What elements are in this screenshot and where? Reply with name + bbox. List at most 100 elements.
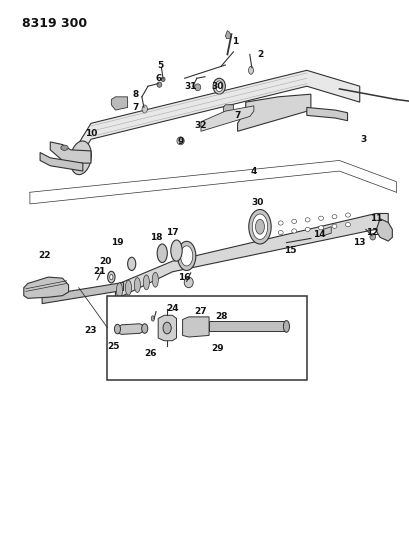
Ellipse shape bbox=[171, 240, 182, 261]
Ellipse shape bbox=[215, 81, 222, 92]
Ellipse shape bbox=[283, 320, 289, 332]
Ellipse shape bbox=[157, 244, 167, 263]
Text: 22: 22 bbox=[38, 252, 50, 261]
Ellipse shape bbox=[194, 84, 200, 91]
Polygon shape bbox=[74, 70, 359, 166]
Text: 28: 28 bbox=[214, 312, 227, 321]
Text: 29: 29 bbox=[210, 344, 223, 353]
Polygon shape bbox=[182, 317, 209, 337]
Ellipse shape bbox=[116, 283, 122, 298]
Text: 27: 27 bbox=[194, 307, 207, 316]
Text: 26: 26 bbox=[144, 350, 156, 359]
Ellipse shape bbox=[264, 232, 269, 236]
Ellipse shape bbox=[114, 324, 120, 334]
Ellipse shape bbox=[264, 222, 269, 227]
Text: 30: 30 bbox=[211, 82, 223, 91]
Ellipse shape bbox=[151, 316, 154, 321]
Ellipse shape bbox=[213, 78, 225, 94]
Ellipse shape bbox=[157, 82, 162, 87]
Ellipse shape bbox=[255, 219, 264, 234]
Ellipse shape bbox=[180, 246, 192, 266]
Text: 21: 21 bbox=[93, 268, 105, 276]
Polygon shape bbox=[223, 105, 233, 117]
Ellipse shape bbox=[110, 274, 113, 280]
Polygon shape bbox=[111, 97, 127, 110]
Text: 16: 16 bbox=[178, 272, 191, 281]
Text: 20: 20 bbox=[99, 257, 111, 265]
Ellipse shape bbox=[252, 214, 267, 239]
Text: 19: 19 bbox=[111, 238, 124, 247]
Ellipse shape bbox=[304, 217, 309, 222]
Text: 24: 24 bbox=[166, 304, 178, 313]
Ellipse shape bbox=[345, 222, 350, 227]
Ellipse shape bbox=[152, 272, 158, 287]
Text: 2: 2 bbox=[256, 50, 263, 59]
Polygon shape bbox=[42, 282, 123, 304]
Ellipse shape bbox=[178, 139, 182, 143]
Polygon shape bbox=[117, 324, 144, 334]
Polygon shape bbox=[50, 142, 91, 163]
Text: 14: 14 bbox=[312, 230, 324, 239]
Text: 7: 7 bbox=[234, 111, 240, 120]
Ellipse shape bbox=[278, 230, 283, 235]
Text: 9: 9 bbox=[177, 138, 183, 147]
Ellipse shape bbox=[278, 221, 283, 225]
Ellipse shape bbox=[318, 225, 323, 230]
Text: 25: 25 bbox=[107, 342, 119, 351]
Ellipse shape bbox=[331, 224, 336, 228]
Ellipse shape bbox=[251, 224, 256, 228]
Text: 10: 10 bbox=[85, 130, 97, 139]
Ellipse shape bbox=[291, 229, 296, 233]
Ellipse shape bbox=[184, 277, 193, 288]
Ellipse shape bbox=[70, 141, 91, 175]
Bar bbox=[107, 296, 306, 381]
Ellipse shape bbox=[176, 137, 184, 145]
Text: 15: 15 bbox=[283, 246, 296, 255]
Ellipse shape bbox=[251, 233, 256, 238]
Text: 3: 3 bbox=[360, 135, 366, 144]
Text: 18: 18 bbox=[150, 233, 162, 242]
Text: 6: 6 bbox=[155, 74, 161, 83]
Text: 1: 1 bbox=[232, 37, 238, 46]
Text: 8: 8 bbox=[133, 90, 139, 99]
Polygon shape bbox=[237, 94, 310, 131]
Text: 30: 30 bbox=[251, 198, 263, 207]
Text: 4: 4 bbox=[250, 166, 256, 175]
Ellipse shape bbox=[143, 275, 149, 290]
Ellipse shape bbox=[127, 257, 135, 270]
Polygon shape bbox=[225, 30, 231, 38]
Text: 13: 13 bbox=[353, 238, 365, 247]
Polygon shape bbox=[200, 106, 253, 131]
Ellipse shape bbox=[304, 227, 309, 231]
Ellipse shape bbox=[291, 219, 296, 223]
Ellipse shape bbox=[142, 324, 147, 333]
Ellipse shape bbox=[134, 278, 140, 293]
Polygon shape bbox=[322, 227, 330, 236]
Ellipse shape bbox=[331, 215, 336, 219]
Ellipse shape bbox=[369, 233, 375, 240]
Polygon shape bbox=[40, 152, 83, 171]
Text: 12: 12 bbox=[365, 228, 377, 237]
Ellipse shape bbox=[318, 216, 323, 220]
Text: 17: 17 bbox=[166, 228, 178, 237]
Polygon shape bbox=[375, 219, 391, 241]
Ellipse shape bbox=[161, 77, 165, 82]
Ellipse shape bbox=[61, 145, 68, 150]
Polygon shape bbox=[158, 316, 176, 341]
Text: 7: 7 bbox=[132, 103, 139, 112]
Ellipse shape bbox=[108, 271, 115, 283]
Ellipse shape bbox=[163, 322, 171, 334]
Polygon shape bbox=[24, 277, 68, 298]
Text: 5: 5 bbox=[157, 61, 163, 69]
Text: 31: 31 bbox=[184, 82, 196, 91]
Polygon shape bbox=[306, 108, 347, 120]
Ellipse shape bbox=[125, 280, 131, 295]
Text: 32: 32 bbox=[194, 122, 207, 131]
Ellipse shape bbox=[345, 213, 350, 217]
Ellipse shape bbox=[142, 105, 147, 113]
Polygon shape bbox=[115, 214, 387, 300]
Polygon shape bbox=[209, 321, 286, 331]
Ellipse shape bbox=[177, 241, 196, 270]
Text: 8319 300: 8319 300 bbox=[22, 17, 87, 30]
Text: 11: 11 bbox=[369, 214, 381, 223]
